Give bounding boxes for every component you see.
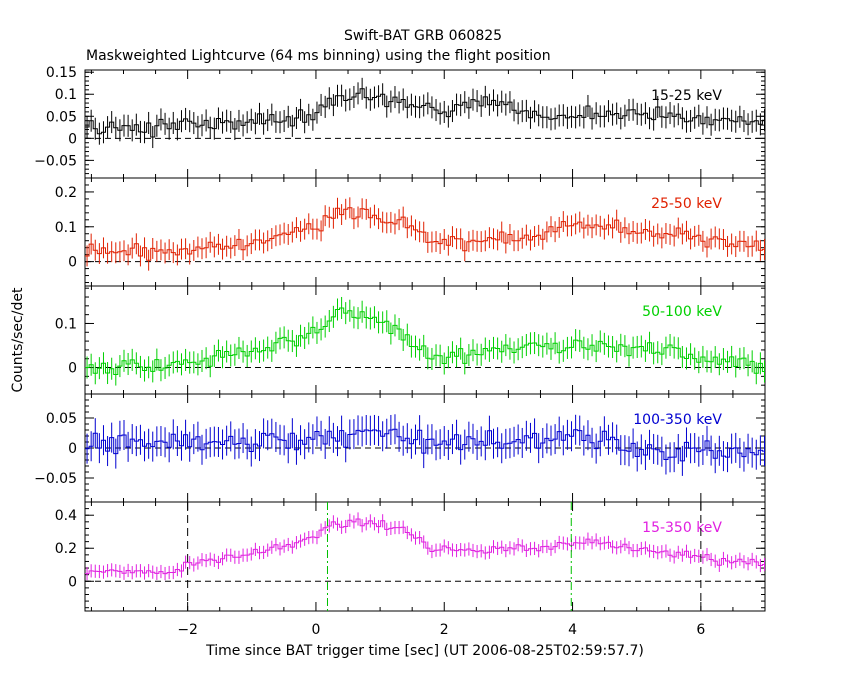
x-tick-label: 6 (696, 622, 705, 638)
panel-2: 0 0.1 0.2 25-50 keV (55, 177, 766, 287)
panel-3: 0 0.1 50-100 keV (55, 285, 766, 395)
x-axis-label: Time since BAT trigger time [sec] (UT 20… (205, 643, 644, 659)
series-line (85, 207, 765, 261)
panel-5: 0 0.2 0.4 15-350 keV (55, 501, 766, 612)
y-tick-label: 0 (68, 255, 77, 271)
panel-1: −0.05 0 0.05 0.1 0.15 15-25 keV (34, 65, 766, 179)
series-line (85, 88, 765, 138)
y-tick-label: −0.05 (34, 153, 77, 169)
band-label: 100-350 keV (633, 412, 722, 428)
y-tick-label: 0.05 (46, 109, 77, 125)
y-tick-label: 0.4 (55, 508, 77, 524)
chart-subtitle: Maskweighted Lightcurve (64 ms binning) … (86, 48, 551, 64)
band-label: 15-350 keV (642, 520, 722, 536)
y-tick-label: 0.2 (55, 185, 77, 201)
series-line (85, 518, 765, 575)
x-tick-label: 0 (311, 622, 320, 638)
y-tick-label: 0 (68, 574, 77, 590)
panel-4: −0.05 0 0.05 100-350 keV (34, 393, 766, 503)
panel-frame (84, 501, 766, 612)
y-tick-label: 0.2 (55, 541, 77, 557)
panel-frame (84, 285, 766, 395)
x-tick-label: 2 (440, 622, 449, 638)
y-tick-label: 0.15 (46, 65, 77, 81)
x-tick-label: −2 (177, 622, 198, 638)
panel-frame (84, 69, 766, 179)
series-line (85, 428, 765, 462)
y-tick-label: 0 (68, 441, 77, 457)
band-label: 50-100 keV (642, 304, 722, 320)
y-tick-label: 0.1 (55, 316, 77, 332)
y-tick-label: 0 (68, 361, 77, 377)
x-tick-label: 4 (568, 622, 577, 638)
y-tick-label: −0.05 (34, 471, 77, 487)
y-tick-label: 0.05 (46, 411, 77, 427)
series-line (85, 307, 765, 375)
y-tick-label: 0.1 (55, 87, 77, 103)
band-label: 15-25 keV (651, 88, 722, 104)
chart-title: Swift-BAT GRB 060825 (344, 28, 502, 44)
panels-group: −0.05 0 0.05 0.1 0.15 15-25 keV 0 0.1 0.2 25-50 k… (34, 65, 766, 638)
y-axis-label: Counts/sec/det (10, 287, 26, 392)
band-label: 25-50 keV (651, 196, 722, 212)
y-tick-label: 0 (68, 131, 77, 147)
y-tick-label: 0.1 (55, 220, 77, 236)
